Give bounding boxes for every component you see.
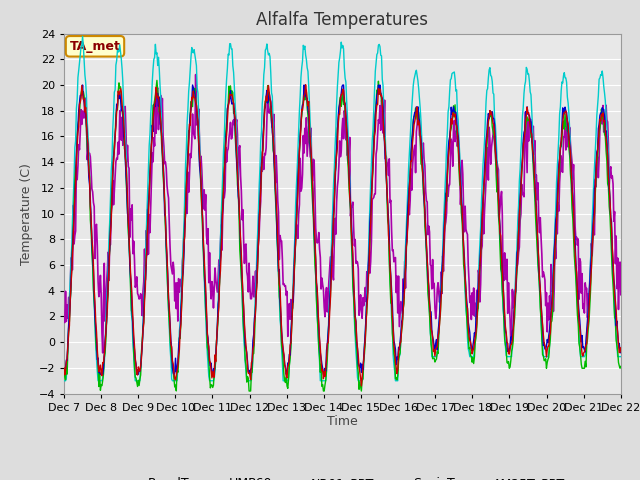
- X-axis label: Time: Time: [327, 415, 358, 429]
- Text: TA_met: TA_met: [70, 40, 120, 53]
- Legend: PanelT, HMP60, NR01_PRT, SonicT, AM25T_PRT: PanelT, HMP60, NR01_PRT, SonicT, AM25T_P…: [115, 472, 570, 480]
- Y-axis label: Temperature (C): Temperature (C): [20, 163, 33, 264]
- Title: Alfalfa Temperatures: Alfalfa Temperatures: [257, 11, 428, 29]
